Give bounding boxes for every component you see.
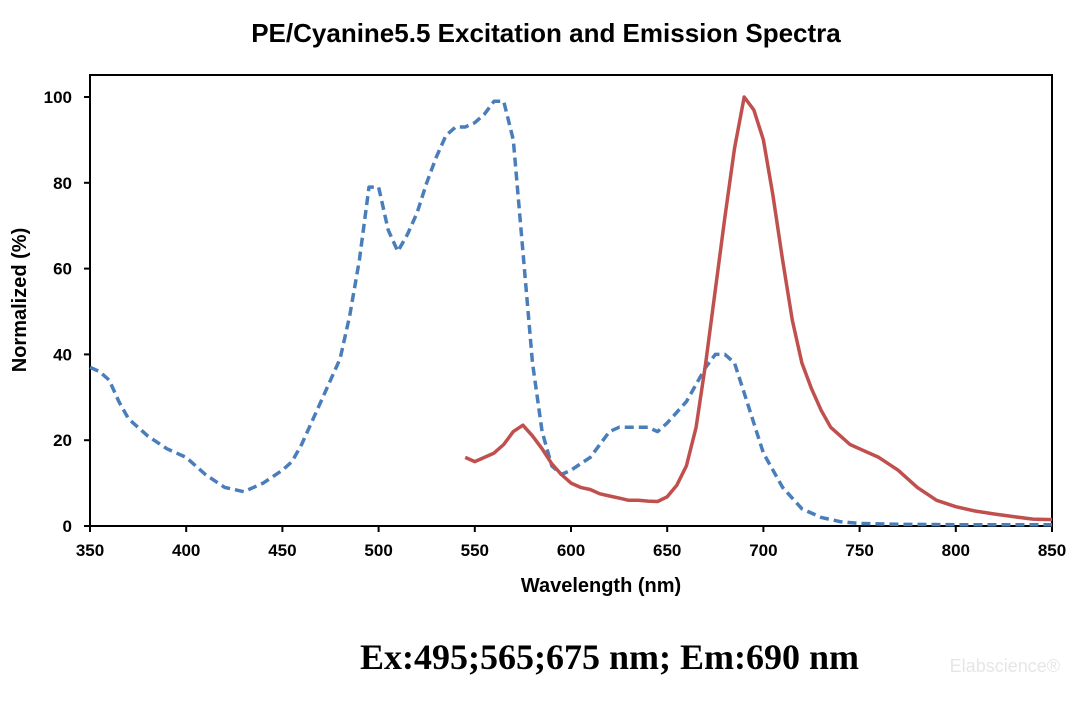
excitation-series-line — [89, 99, 1052, 527]
y-tick-label: 0 — [63, 517, 72, 536]
plot-area-frame — [89, 74, 1053, 527]
x-tick-label: 750 — [845, 541, 873, 560]
x-tick-label: 400 — [172, 541, 200, 560]
series-layer — [89, 95, 1053, 527]
x-axis-label: Wavelength (nm) — [521, 575, 681, 597]
x-tick-label: 450 — [268, 541, 296, 560]
chart-title: PE/Cyanine5.5 Excitation and Emission Sp… — [251, 18, 841, 48]
y-tick-label: 100 — [44, 88, 72, 107]
y-tick-label: 60 — [53, 260, 72, 279]
emission-series-line — [464, 95, 1053, 522]
x-tick-label: 700 — [749, 541, 777, 560]
y-tick-label: 80 — [53, 174, 72, 193]
brand-watermark: Elabscience® — [949, 656, 1060, 676]
x-tick-label: 550 — [461, 541, 489, 560]
x-tick-label: 500 — [364, 541, 392, 560]
axis-ticks: 350 400 450 500 550 600 650 700 750 800 850 0 20 40 60… — [44, 88, 1067, 560]
x-tick-label: 650 — [653, 541, 681, 560]
y-tick-label: 20 — [53, 431, 72, 450]
x-tick-label: 600 — [557, 541, 585, 560]
excitation-emission-caption: Ex:495;565;675 nm; Em:690 nm — [360, 637, 859, 677]
y-tick-label: 40 — [53, 345, 72, 364]
x-tick-label: 350 — [76, 541, 104, 560]
y-axis-label: Normalized (%) — [9, 228, 31, 372]
x-tick-label: 800 — [942, 541, 970, 560]
x-tick-label: 850 — [1038, 541, 1066, 560]
